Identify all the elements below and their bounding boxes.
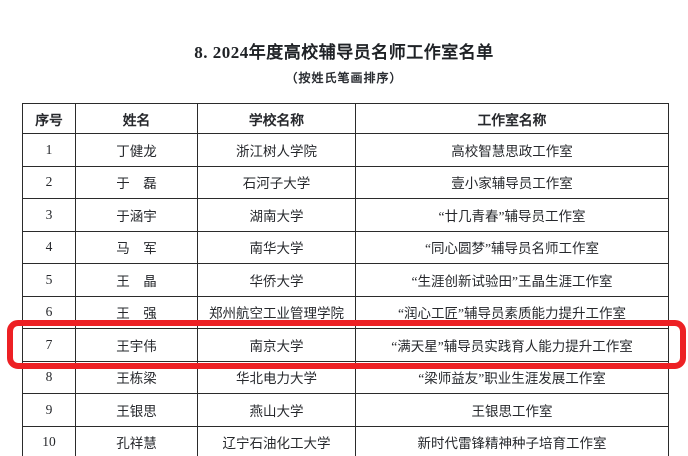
cell-no: 6 <box>22 295 76 329</box>
cell-no: 5 <box>22 263 76 297</box>
col-header-school: 学校名称 <box>197 103 356 134</box>
cell-no: 1 <box>22 133 76 167</box>
cell-no: 4 <box>22 230 76 264</box>
cell-studio: 高校智慧思政工作室 <box>355 133 669 167</box>
cell-name: 王 晶 <box>75 263 198 297</box>
cell-studio: 新时代雷锋精神种子培育工作室 <box>355 425 669 456</box>
cell-studio: 壹小家辅导员工作室 <box>355 165 669 199</box>
cell-school: 湖南大学 <box>197 198 356 232</box>
cell-school: 燕山大学 <box>197 393 356 427</box>
cell-studio: 王银思工作室 <box>355 393 669 427</box>
cell-school: 浙江树人学院 <box>197 133 356 167</box>
cell-school: 石河子大学 <box>197 165 356 199</box>
table-header-row: 序号 姓名 学校名称 工作室名称 <box>22 103 669 134</box>
cell-name: 王宇伟 <box>75 328 198 362</box>
cell-school: 南华大学 <box>197 230 356 264</box>
cell-name: 马 军 <box>75 230 198 264</box>
cell-studio: “同心圆梦”辅导员名师工作室 <box>355 230 669 264</box>
cell-no: 7 <box>22 328 76 362</box>
table-body: 1 丁健龙 浙江树人学院 高校智慧思政工作室 2 于 磊石河子大学 壹小家辅导员工作室 3 于涵… <box>22 133 669 456</box>
cell-name: 王银思 <box>75 393 198 427</box>
col-header-index: 序号 <box>22 103 76 134</box>
cell-school: 华侨大学 <box>197 263 356 297</box>
table-row: 7 王宇伟 南京大学 “满天星”辅导员实践育人能力提升工作室 <box>22 328 669 362</box>
cell-name: 王栋梁 <box>75 360 198 394</box>
cell-school: 辽宁石油化工大学 <box>197 425 356 456</box>
cell-studio: “满天星”辅导员实践育人能力提升工作室 <box>355 328 669 362</box>
cell-name: 于 磊 <box>75 165 198 199</box>
page-title: 8. 2024年度高校辅导员名师工作室名单 <box>194 43 494 62</box>
cell-no: 8 <box>22 360 76 394</box>
col-header-name: 姓名 <box>75 103 198 134</box>
cell-no: 9 <box>22 393 76 427</box>
cell-no: 3 <box>22 198 76 232</box>
table-row: 3 于涵宇 湖南大学 “廿几青春”辅导员工作室 <box>22 198 669 232</box>
table-row: 1 丁健龙 浙江树人学院 高校智慧思政工作室 <box>22 133 669 167</box>
table-row: 10 孔祥慧 辽宁石油化工大学 新时代雷锋精神种子培育工作室 <box>22 425 669 456</box>
roster-table: 序号 姓名 学校名称 工作室名称 1 丁健龙 浙江树人学院 高校智慧思政工作室 2 于 磊… <box>22 103 669 456</box>
table-row: 8 王栋梁 华北电力大学 “梁师益友”职业生涯发展工作室 <box>22 360 669 394</box>
cell-no: 10 <box>22 425 76 456</box>
cell-name: 于涵宇 <box>75 198 198 232</box>
cell-studio: “梁师益友”职业生涯发展工作室 <box>355 360 669 394</box>
cell-name: 王 强 <box>75 295 198 329</box>
cell-school: 华北电力大学 <box>197 360 356 394</box>
cell-studio: “生涯创新试验田”王晶生涯工作室 <box>355 263 669 297</box>
page-subtitle: （按姓氏笔画排序） <box>285 71 403 85</box>
cell-studio: “廿几青春”辅导员工作室 <box>355 198 669 232</box>
cell-name: 丁健龙 <box>75 133 198 167</box>
cell-no: 2 <box>22 165 76 199</box>
col-header-studio: 工作室名称 <box>355 103 669 134</box>
cell-school: 南京大学 <box>197 328 356 362</box>
cell-studio: “润心工匠”辅导员素质能力提升工作室 <box>355 295 669 329</box>
cell-name: 孔祥慧 <box>75 425 198 456</box>
table-row: 9 王银思 燕山大学 王银思工作室 <box>22 393 669 427</box>
cell-school: 郑州航空工业管理学院 <box>197 295 356 329</box>
